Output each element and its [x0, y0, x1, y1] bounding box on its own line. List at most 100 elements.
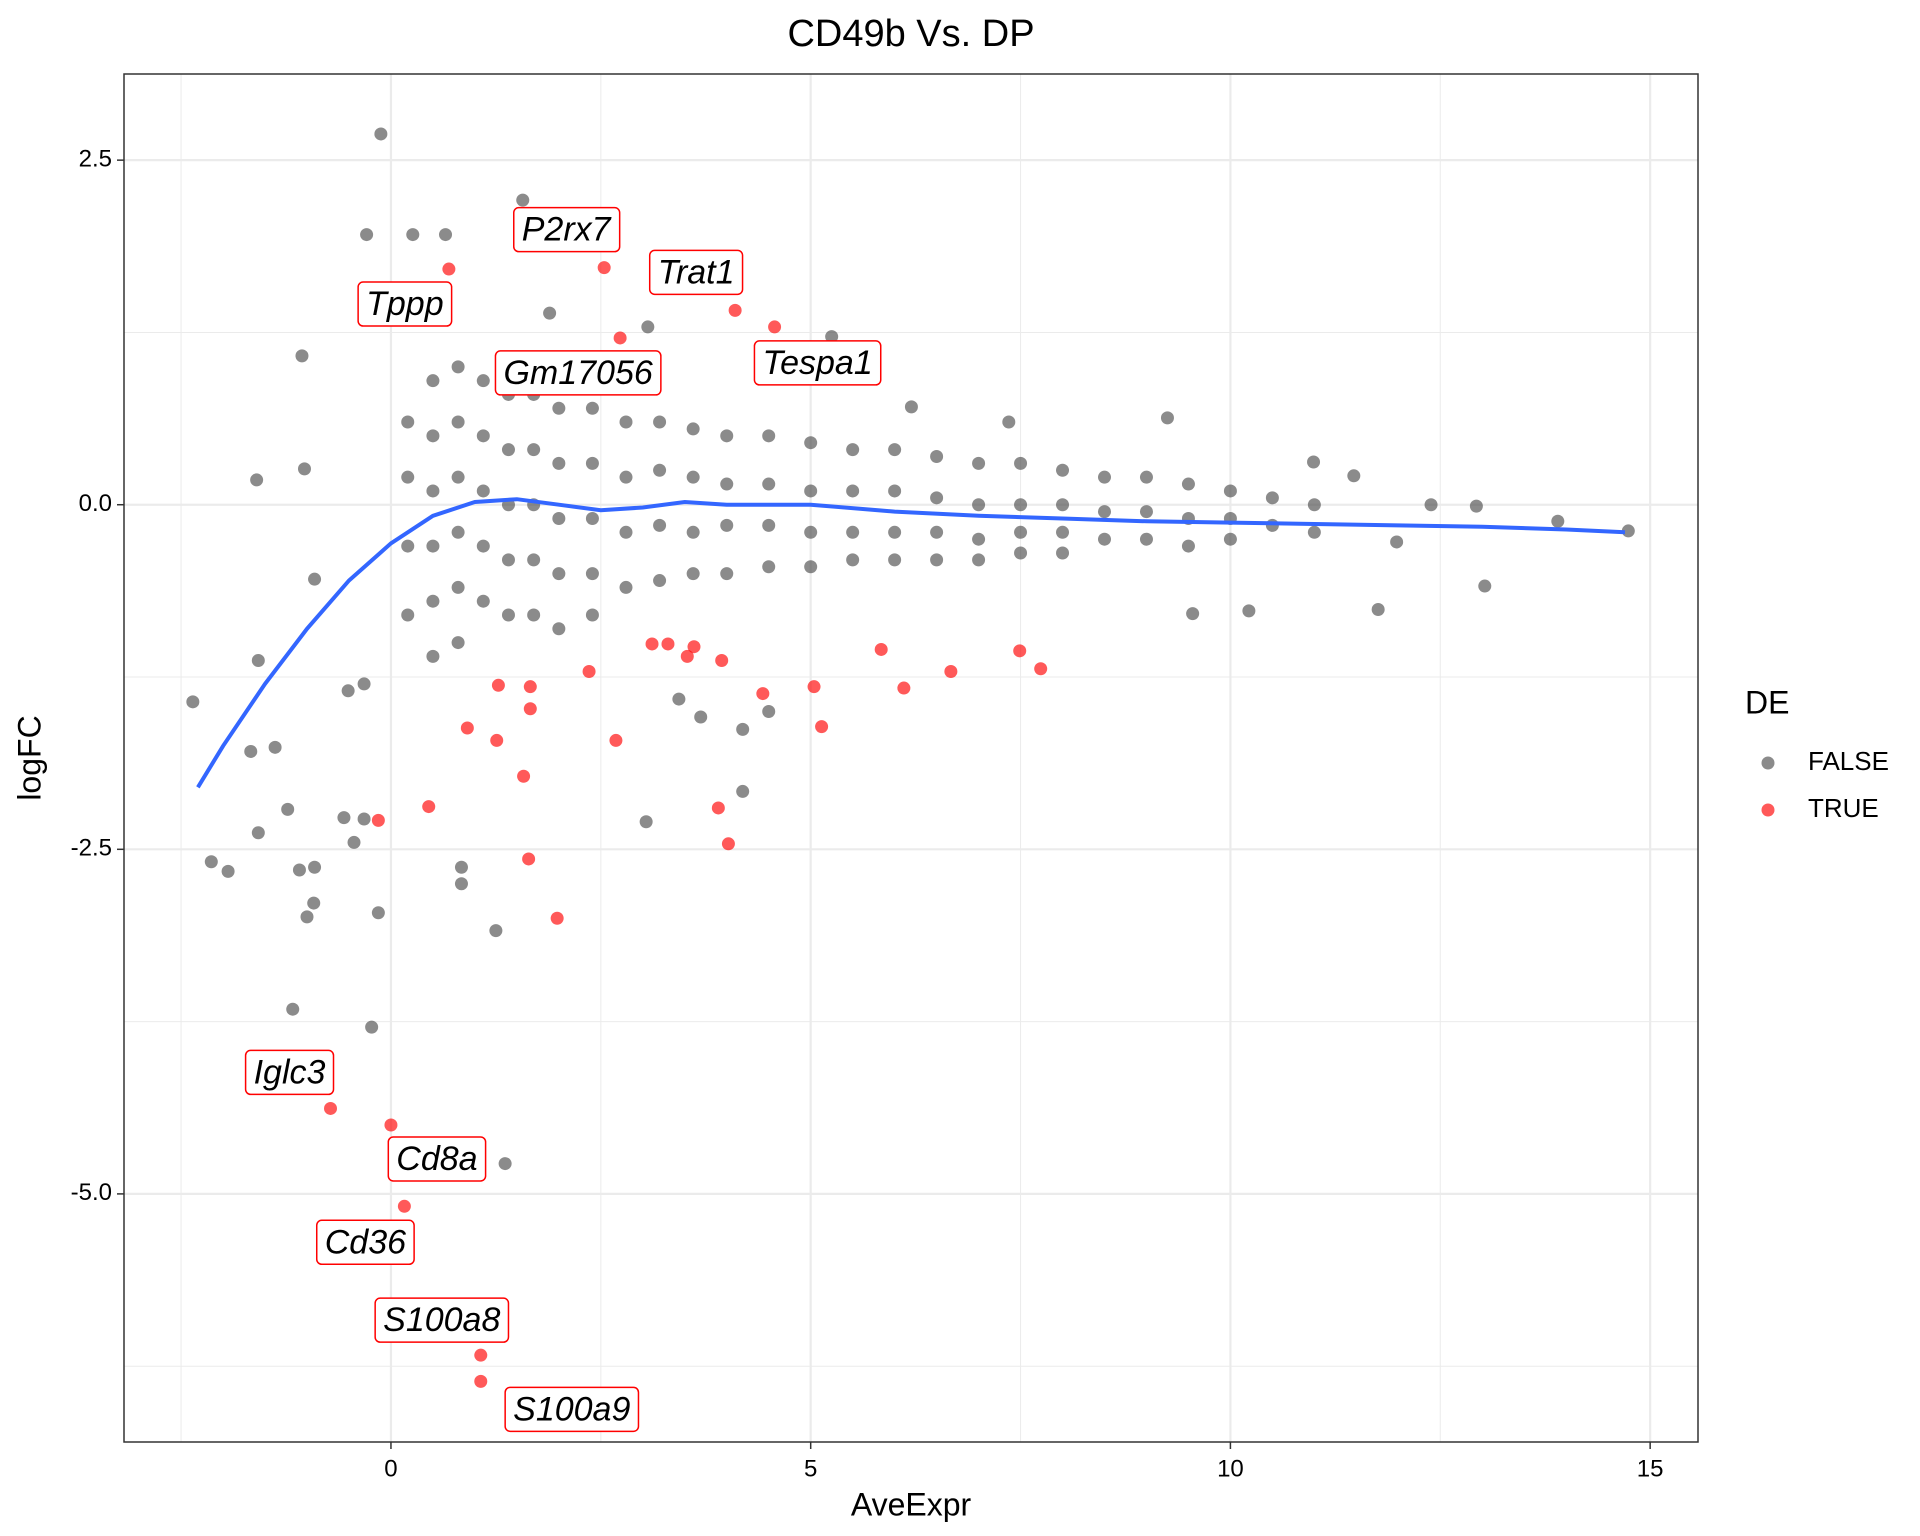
point — [552, 622, 566, 636]
annotation-box — [315, 1219, 415, 1266]
annotation-box — [387, 1136, 487, 1182]
point — [401, 539, 415, 553]
point — [552, 512, 566, 526]
point — [815, 720, 829, 734]
x-tick-label: 5 — [804, 1455, 817, 1482]
point — [585, 401, 599, 415]
point — [888, 553, 902, 567]
point — [523, 702, 537, 716]
point — [1014, 546, 1028, 560]
annotation: Tespa1 — [753, 340, 882, 386]
annotation: P2rx7 — [513, 206, 621, 253]
point — [476, 594, 490, 608]
point — [550, 911, 564, 925]
point — [1371, 602, 1385, 616]
point — [1014, 525, 1028, 539]
point — [401, 470, 415, 484]
point — [972, 498, 986, 512]
point — [426, 374, 440, 388]
point — [672, 692, 686, 706]
point — [585, 512, 599, 526]
point — [762, 704, 776, 718]
point — [1551, 514, 1565, 528]
point — [1014, 498, 1028, 512]
point — [930, 449, 944, 463]
point — [762, 560, 776, 574]
point — [1002, 415, 1016, 429]
point — [1139, 532, 1153, 546]
point — [1014, 456, 1028, 470]
point — [552, 567, 566, 581]
point — [846, 525, 860, 539]
point — [498, 1157, 512, 1171]
point — [680, 649, 694, 663]
point — [721, 837, 735, 851]
point — [1097, 532, 1111, 546]
point — [720, 477, 734, 491]
point — [736, 784, 750, 798]
legend-key — [1761, 756, 1775, 770]
point — [1307, 455, 1321, 469]
point — [286, 1002, 300, 1016]
annotation: Gm17056 — [494, 350, 662, 396]
point — [609, 733, 623, 747]
point — [426, 429, 440, 443]
point — [552, 456, 566, 470]
point — [1181, 539, 1195, 553]
point — [476, 374, 490, 388]
point — [846, 443, 860, 457]
x-tick-label: 10 — [1217, 1455, 1244, 1482]
annotation-label: Iglc3 — [254, 1053, 326, 1091]
point — [762, 518, 776, 532]
point — [686, 567, 700, 581]
point — [324, 1101, 338, 1115]
point — [300, 910, 314, 924]
point — [1160, 411, 1174, 425]
point — [1013, 644, 1027, 658]
point — [686, 525, 700, 539]
point — [451, 470, 465, 484]
point — [972, 456, 986, 470]
point — [694, 710, 708, 724]
point — [426, 649, 440, 663]
point — [728, 303, 742, 317]
point — [686, 422, 700, 436]
point — [527, 608, 541, 622]
point — [762, 477, 776, 491]
point — [661, 637, 675, 651]
point — [597, 261, 611, 275]
point — [756, 687, 770, 701]
point — [619, 525, 633, 539]
point — [1307, 498, 1321, 512]
point — [1307, 525, 1321, 539]
point — [1097, 470, 1111, 484]
point — [401, 415, 415, 429]
point — [490, 733, 504, 747]
point — [804, 560, 818, 574]
point — [585, 567, 599, 581]
trend-line — [196, 497, 1626, 789]
point — [401, 608, 415, 622]
point — [582, 665, 596, 679]
x-tick-label: 15 — [1637, 1455, 1664, 1482]
point — [930, 553, 944, 567]
point — [552, 401, 566, 415]
x-axis-label: AveExpr — [851, 1486, 972, 1522]
point — [476, 484, 490, 498]
point — [897, 681, 911, 695]
point — [1469, 499, 1483, 513]
point — [426, 539, 440, 553]
point — [1186, 607, 1200, 621]
point — [491, 678, 505, 692]
point — [653, 415, 667, 429]
annotation-label: S100a9 — [513, 1390, 630, 1428]
annotation-box — [504, 1386, 640, 1433]
point — [653, 463, 667, 477]
annotation: Tppp — [357, 281, 453, 327]
point — [384, 1118, 398, 1132]
annotation-label: Cd8a — [396, 1140, 477, 1178]
annotation-box — [374, 1297, 510, 1343]
point — [641, 320, 655, 334]
point — [451, 360, 465, 374]
legend-label: TRUE — [1808, 793, 1879, 823]
